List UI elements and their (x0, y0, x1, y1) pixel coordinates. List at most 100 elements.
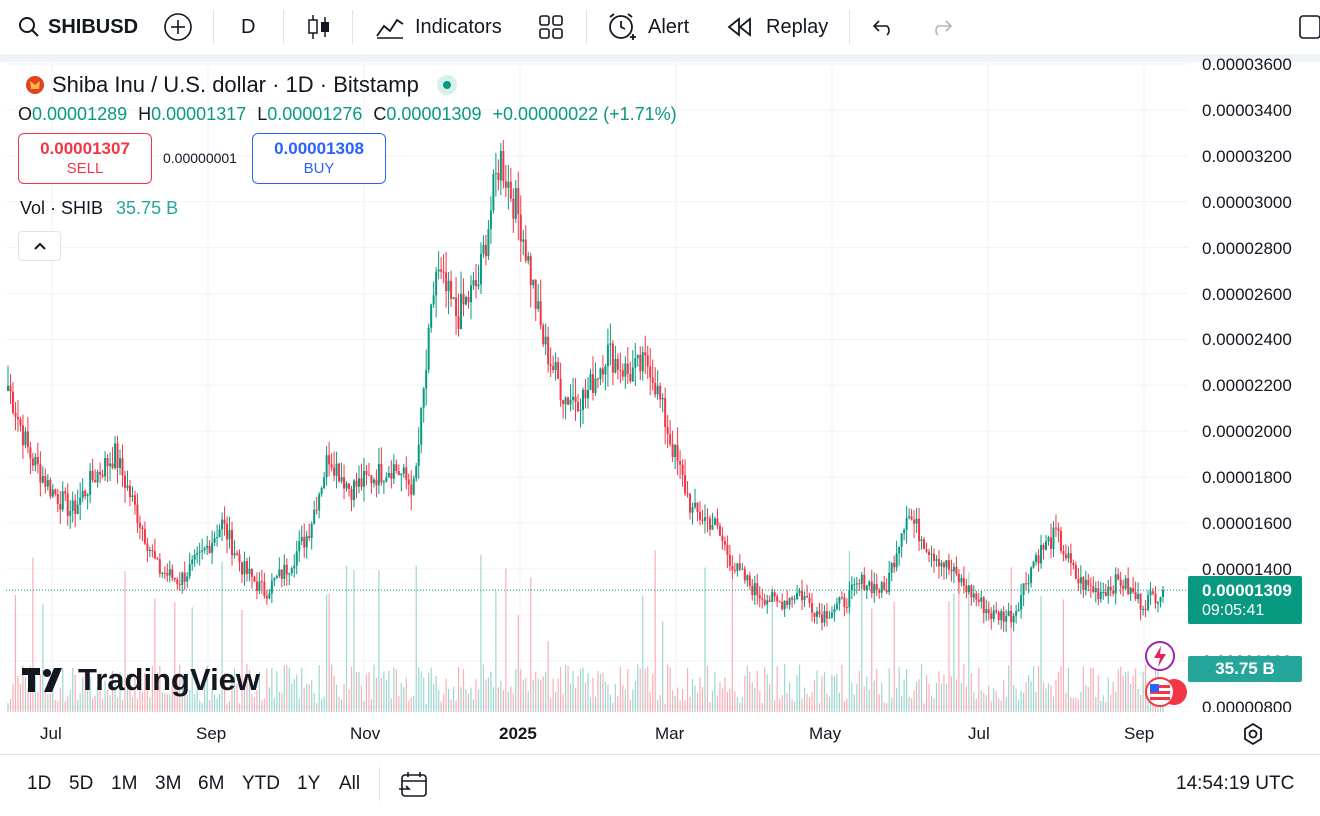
range-ytd-button[interactable]: YTD (242, 773, 280, 794)
volume-bar (393, 667, 395, 712)
candle-body (91, 470, 94, 481)
range-1m-button[interactable]: 1M (111, 773, 138, 794)
volume-bar (527, 690, 529, 712)
chart-canvas[interactable] (6, 62, 1188, 712)
candle-body (173, 577, 176, 580)
symbol-search-button[interactable]: SHIBUSD (18, 0, 138, 54)
candle-body (589, 374, 592, 391)
volume-bar (365, 674, 368, 712)
settings-icon[interactable] (1241, 722, 1265, 746)
utc-clock[interactable]: 14:54:19 UTC (1176, 773, 1295, 794)
range-6m-button[interactable]: 6M (198, 773, 225, 794)
volume-bar (39, 674, 41, 712)
volume-bar (502, 690, 504, 712)
candle-body (285, 564, 288, 575)
symbol-legend[interactable]: Shiba Inu / U.S. dollar · 1D · Bitstamp (26, 72, 457, 98)
candle-body (79, 497, 82, 505)
collapse-legend-button[interactable] (18, 231, 61, 261)
volume-bar (370, 699, 373, 712)
volume-bar (1013, 685, 1015, 712)
range-3m-button[interactable]: 3M (155, 773, 182, 794)
fullscreen-button[interactable] (1298, 0, 1320, 54)
volume-bar (557, 678, 559, 712)
candle-body (898, 546, 901, 554)
volume-bar (985, 695, 987, 712)
interval-button[interactable]: D (241, 0, 255, 54)
candle-body (94, 480, 97, 483)
candle-body (280, 569, 283, 579)
undo-button[interactable] (872, 0, 896, 54)
volume-bar (515, 668, 517, 712)
candle-body (681, 464, 684, 475)
range-all-button[interactable]: All (339, 773, 361, 794)
candle-body (457, 316, 460, 330)
price-scale-label: 0.00002600 (1202, 284, 1292, 304)
range-5d-button[interactable]: 5D (69, 773, 94, 794)
volume-bar (729, 688, 731, 712)
buy-button[interactable]: 0.00001308 BUY (252, 133, 386, 184)
candle-body (1099, 592, 1102, 600)
volume-bar (44, 688, 46, 712)
volume-bar (709, 702, 711, 712)
alert-label: Alert (648, 15, 690, 38)
tradingview-logo[interactable]: TradingView (22, 662, 260, 698)
calendar-goto-icon[interactable] (399, 771, 429, 799)
time-axis[interactable]: Jul Sep Nov 2025 Mar May Jul Sep (0, 712, 1320, 754)
candle-body (350, 488, 353, 501)
candle-body (544, 336, 547, 345)
candle-body (412, 478, 415, 495)
us-flag-icon[interactable] (1144, 676, 1188, 713)
candle-body (542, 325, 545, 345)
volume-bar (1050, 685, 1052, 712)
redo-button[interactable] (929, 0, 953, 54)
candle-body (163, 572, 166, 574)
grid-icon (539, 15, 563, 39)
indicators-button[interactable]: Indicators (375, 0, 502, 54)
replay-button[interactable]: Replay (727, 0, 828, 54)
volume-bar (69, 689, 71, 712)
volume-bar (736, 696, 738, 712)
volume-bar (990, 701, 992, 712)
volume-bar (1015, 688, 1017, 712)
volume-bar (1035, 692, 1037, 712)
volume-bar (659, 695, 661, 712)
lightning-icon[interactable] (1144, 640, 1176, 677)
sell-button[interactable]: 0.00001307 SELL (18, 133, 152, 184)
volume-bar (998, 698, 1000, 712)
last-price: 0.00001309 (1202, 581, 1292, 600)
volume-bar (933, 698, 935, 712)
volume-legend[interactable]: Vol · SHIB 35.75 B (20, 198, 178, 219)
range-1y-button[interactable]: 1Y (297, 773, 321, 794)
volume-bar (241, 609, 243, 712)
volume-bar (425, 703, 427, 712)
volume-bar (505, 568, 507, 712)
time-tick: Mar (655, 724, 685, 743)
candle-body (591, 374, 594, 394)
candle-body (1047, 537, 1050, 542)
candle-body (59, 504, 62, 510)
volume-bar (841, 664, 843, 712)
alert-button[interactable]: Alert (606, 0, 689, 54)
candle-body (699, 512, 702, 520)
candle-body (514, 188, 517, 219)
volume-bar (545, 672, 547, 712)
candle-body (278, 569, 281, 577)
candle-body (736, 563, 739, 571)
layouts-button[interactable] (538, 0, 564, 54)
range-1d-button[interactable]: 1D (27, 773, 52, 794)
volume-bar (958, 580, 960, 712)
add-symbol-button[interactable] (163, 0, 193, 54)
chart-pane[interactable] (6, 62, 1188, 712)
volume-bar (604, 681, 607, 712)
chart-type-button[interactable] (306, 0, 332, 54)
candle-body (982, 597, 985, 614)
market-status-icon[interactable] (436, 75, 457, 95)
volume-bar (1025, 682, 1027, 712)
volume-bar (410, 697, 412, 712)
volume-bar (323, 696, 325, 712)
candle-body (201, 550, 204, 552)
volume-bar (843, 701, 845, 712)
volume-bar (1127, 671, 1129, 712)
volume-bar (883, 702, 885, 712)
volume-bar (562, 693, 564, 712)
